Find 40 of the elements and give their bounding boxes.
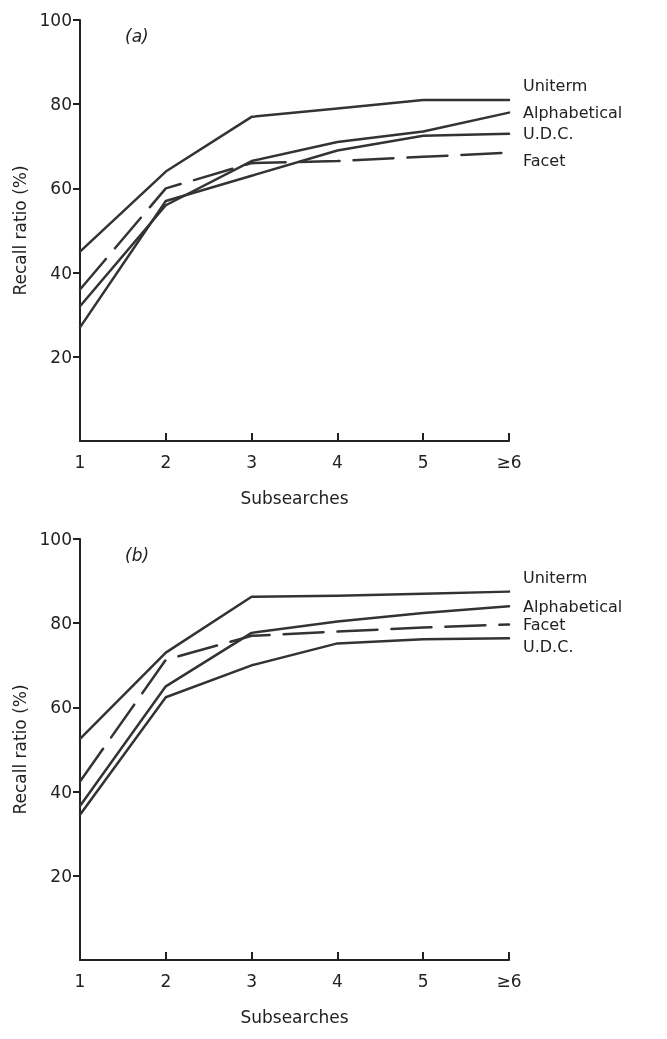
x-tick-label: ≥6 [496,970,522,991]
y-tick-label: 20 [50,865,72,886]
x-tick-label: 2 [160,970,172,991]
x-axis-title: Subsearches [240,1006,349,1027]
x-tick-label: 5 [417,970,429,991]
series-label: Uniterm [523,76,588,96]
y-tick-label: 100 [39,10,72,30]
chart-title: (a) [125,25,149,46]
y-tick-label: 60 [50,697,72,718]
x-axis-title: Subsearches [240,487,349,508]
series-label: Alphabetical [523,103,623,123]
x-tick-label: 4 [331,451,343,472]
x-tick-label: 3 [246,970,258,991]
y-tick-label: 60 [50,178,72,199]
chart-title: (b) [125,544,150,565]
series-label: Uniterm [523,568,588,588]
y-tick-label: 40 [50,781,72,802]
line-series [78,637,511,817]
x-tick-label: ≥6 [496,451,522,472]
y-tick-label: 100 [39,529,72,549]
y-axis-title: Recall ratio (%) [10,165,31,296]
x-tick-label: 2 [160,451,172,472]
x-tick-label: 1 [74,451,86,472]
line-series [78,605,511,808]
x-tick-label: 3 [246,451,258,472]
series-label: U.D.C. [523,636,574,656]
series-label: Facet [523,151,566,171]
line-series [78,590,511,741]
y-tick-label: 80 [50,613,72,634]
series-label: Alphabetical [523,596,623,616]
y-tick-label: 40 [50,262,72,283]
x-tick-label: 1 [74,970,86,991]
x-tick-label: 5 [417,451,429,472]
line-series [78,98,511,253]
y-tick-label: 80 [50,94,72,115]
series-label: Facet [523,614,566,634]
y-axis-title: Recall ratio (%) [10,684,31,815]
y-tick-label: 20 [50,346,72,367]
series-label: U.D.C. [523,124,574,144]
x-tick-label: 4 [331,970,343,991]
